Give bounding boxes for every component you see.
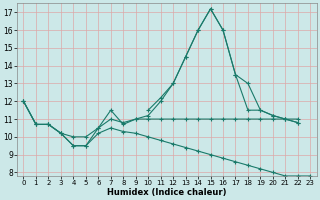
X-axis label: Humidex (Indice chaleur): Humidex (Indice chaleur) [107,188,227,197]
